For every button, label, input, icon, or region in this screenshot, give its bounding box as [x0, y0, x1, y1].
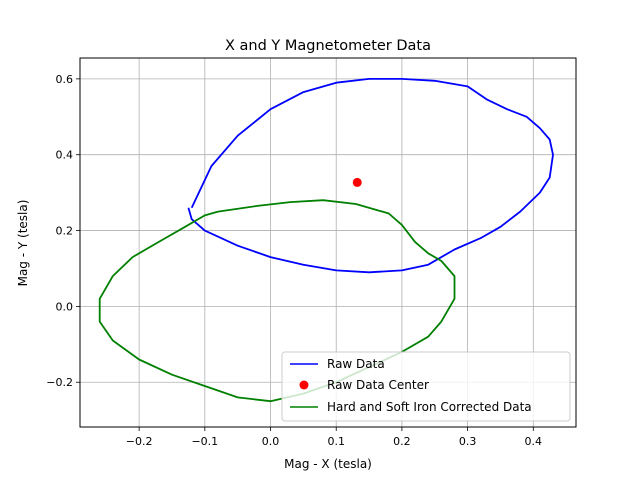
legend-swatch-raw-data-center	[299, 380, 309, 390]
y-tick-label: 0.2	[56, 225, 74, 238]
x-tick-label: −0.2	[126, 435, 153, 448]
x-tick-label: 0.2	[393, 435, 411, 448]
x-tick-label: 0.4	[525, 435, 543, 448]
x-tick-label: −0.1	[191, 435, 218, 448]
x-tick-label: 0.0	[262, 435, 280, 448]
legend-label-raw-data-center: Raw Data Center	[327, 378, 429, 392]
y-tick-label: 0.0	[56, 300, 74, 313]
legend-label-corrected-data: Hard and Soft Iron Corrected Data	[327, 400, 532, 414]
series-marker-raw-data-center	[352, 177, 362, 187]
legend-label-raw-data: Raw Data	[327, 357, 385, 371]
y-tick-label: 0.6	[56, 73, 74, 86]
y-axis-ticks: −0.2 0.0 0.2 0.4 0.6	[46, 73, 80, 389]
y-tick-label: 0.4	[56, 149, 74, 162]
series-line-raw-data	[187, 78, 554, 274]
x-axis-ticks: −0.2 −0.1 0.0 0.1 0.2 0.3 0.4	[126, 427, 542, 448]
y-axis-label: Mag - Y (tesla)	[16, 200, 30, 287]
y-tick-label: −0.2	[46, 376, 73, 389]
legend: Raw Data Raw Data Center Hard and Soft I…	[281, 351, 571, 422]
x-axis-label: Mag - X (tesla)	[284, 457, 372, 471]
x-tick-label: 0.3	[459, 435, 477, 448]
chart-title: X and Y Magnetometer Data	[225, 38, 431, 54]
legend-box	[281, 351, 571, 422]
x-tick-label: 0.1	[327, 435, 345, 448]
plot-frame	[79, 57, 577, 428]
